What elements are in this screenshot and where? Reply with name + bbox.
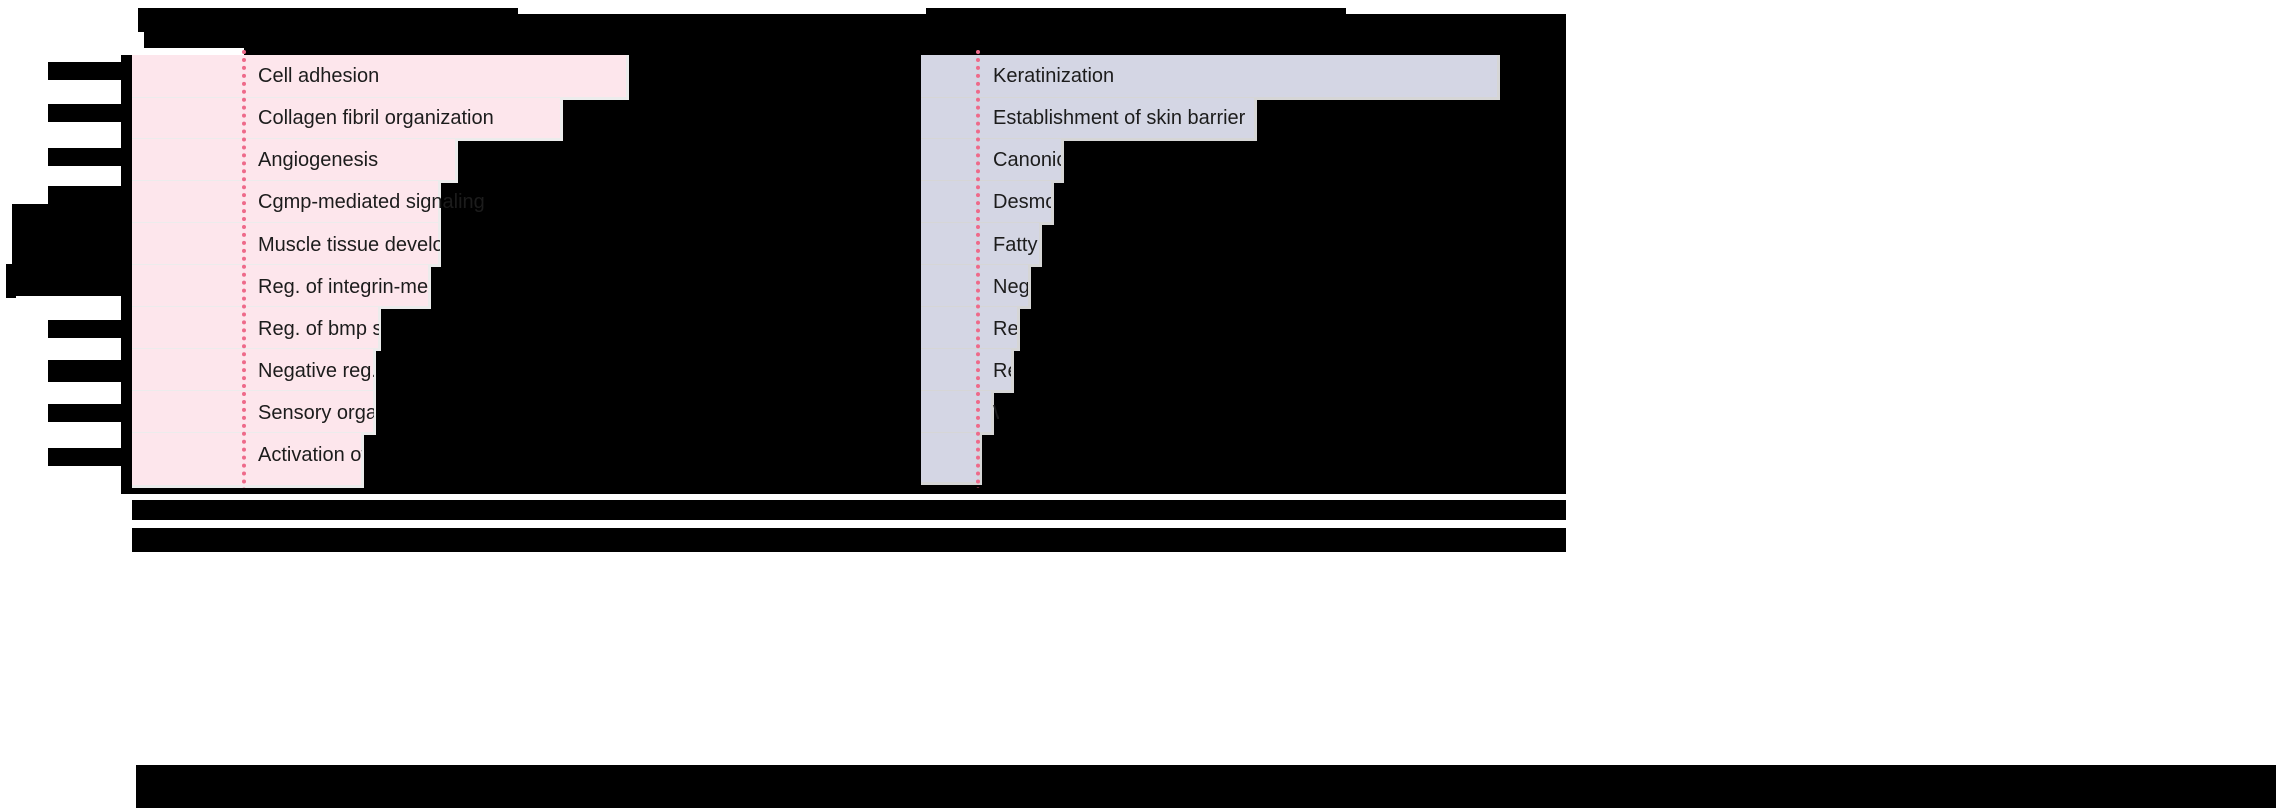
- plot-top-border-redacted: [244, 48, 1566, 56]
- bar: [132, 433, 364, 488]
- y-axis-title-redacted: [12, 204, 128, 296]
- y-axis-title-redacted: [6, 264, 16, 298]
- bar-label: Activation of pr: [258, 444, 362, 466]
- y-tick-label-redacted: [48, 104, 128, 122]
- bar: [921, 139, 1064, 183]
- bar-label: Re: [993, 360, 1011, 382]
- bar-label: Collagen fibril organization: [258, 107, 494, 129]
- significance-threshold-line: [976, 50, 980, 492]
- bar-label: Reg. of integrin-mediated: [258, 276, 429, 298]
- bar-label: Desmoso: [993, 191, 1051, 213]
- bar-label: Nega: [993, 276, 1028, 298]
- bar-label: Reg. of bmp signa: [258, 318, 379, 340]
- bar-label: W: [993, 401, 999, 425]
- bar: [921, 391, 994, 435]
- significance-threshold-line: [242, 50, 246, 492]
- bar: [921, 433, 982, 485]
- bar: [132, 55, 629, 100]
- bar-label: Cell adhesion: [258, 65, 380, 87]
- x-axis-line-redacted: [121, 488, 1566, 494]
- bar: [921, 349, 1014, 393]
- y-tick-label-redacted: [48, 360, 128, 382]
- x-axis-title-redacted: [136, 765, 2276, 808]
- y-tick-label-redacted: [48, 448, 128, 466]
- right-panel-title-redacted: [926, 8, 1346, 32]
- y-tick-label-redacted: [48, 148, 128, 166]
- bar-label: Establishment of skin barrier: [993, 107, 1246, 129]
- bar-label: Sensory organ d: [258, 402, 374, 424]
- y-tick-label-redacted: [48, 62, 128, 80]
- y-tick-label-redacted: [48, 320, 128, 338]
- bar-label: Fatty a: [993, 234, 1039, 256]
- bar-label: Muscle tissue developmen: [258, 234, 440, 256]
- bar-label: Reg: [993, 318, 1017, 340]
- bar-label: Negative reg. of: [258, 360, 374, 382]
- bar-label: Canonical: [993, 149, 1061, 171]
- x-tick-labels-redacted: [132, 500, 1566, 520]
- bar-label: Cgmp-mediated signaling: [258, 191, 485, 213]
- x-axis-title-redacted: [132, 528, 1566, 552]
- bar-label: Keratinization: [993, 65, 1115, 87]
- left-panel-title-redacted: [144, 14, 1566, 48]
- y-tick-label-redacted: [48, 404, 128, 422]
- bar-label: Angiogenesis: [258, 149, 379, 171]
